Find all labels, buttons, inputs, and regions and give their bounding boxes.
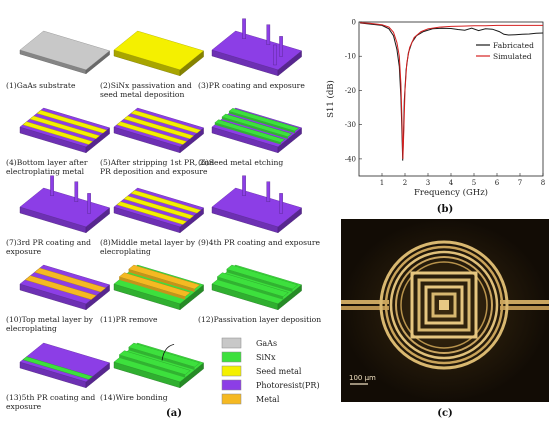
process-step: (3)PR coating and exposure (198, 18, 305, 90)
plot-area (358, 21, 544, 177)
legend-item: Metal (221, 393, 280, 405)
x-tick-label: 4 (449, 179, 454, 187)
process-step: (14)Wire bonding (100, 342, 204, 402)
step-caption: PR deposition and exposure (100, 167, 208, 176)
x-tick-label: 8 (541, 179, 545, 187)
y-tick-label: -40 (345, 155, 356, 163)
step-caption: (14)Wire bonding (100, 393, 168, 402)
series-line (360, 22, 543, 159)
legend-item: Seed metal (221, 365, 302, 377)
step-caption: (12)Passivation layer deposition (198, 315, 321, 324)
x-axis-label: Frequency (GHz) (414, 187, 488, 198)
process-step: (1)GaAs substrate (6, 30, 110, 90)
step-caption: elecroplating (6, 324, 57, 333)
process-step: (11)PR remove (100, 264, 204, 324)
x-tick-label: 2 (403, 179, 407, 187)
legend-label: GaAs (256, 339, 277, 348)
step-caption: exposure (6, 402, 42, 411)
process-step: (12)Passivation layer deposition (198, 264, 321, 324)
step-caption: (3)PR coating and exposure (198, 81, 305, 90)
y-tick-label: -10 (345, 53, 356, 61)
legend-swatch (221, 393, 242, 405)
step-caption: electroplating metal (6, 167, 85, 176)
legend-item: GaAs (221, 337, 277, 349)
step-caption: (8)Middle metal layer by (100, 238, 196, 247)
scale-bar-label: 100 μm (349, 374, 376, 382)
step-caption: (13)5th PR coating and (6, 393, 95, 402)
x-tick-label: 3 (426, 179, 430, 187)
step-caption: (7)3rd PR coating and (6, 238, 91, 247)
step-caption: (9)4th PR coating and exposure (198, 238, 321, 247)
x-tick-label: 1 (380, 179, 384, 187)
legend-item: Photoresist(PR) (221, 379, 320, 391)
panel-label-b: (b) (437, 204, 453, 215)
chart-legend-label: Simulated (493, 52, 532, 61)
y-tick-label: -20 (345, 87, 356, 95)
process-steps: (1)GaAs substrate (2)SiNx passivation and… (6, 18, 321, 411)
y-tick-label: -30 (345, 121, 356, 129)
process-step: (9)4th PR coating and exposure (198, 175, 321, 247)
series-line (360, 22, 544, 161)
legend-label: SiNx (256, 353, 276, 362)
legend-label: Photoresist(PR) (256, 381, 320, 390)
step-caption: (10)Top metal layer by (6, 315, 94, 324)
legend-label: Metal (256, 395, 280, 404)
y-tick-label: 0 (352, 19, 356, 27)
legend-swatch (221, 337, 242, 349)
step-caption: exposure (6, 247, 42, 256)
step-caption: (11)PR remove (100, 315, 158, 324)
legend-item: SiNx (221, 351, 276, 363)
material-legend: GaAs SiNx Seed metal Photoresist(PR) Metal (221, 337, 320, 405)
x-tick-label: 5 (472, 179, 476, 187)
step-caption: elecroplating (100, 247, 151, 256)
legend-swatch (221, 365, 242, 377)
process-step: (6)Seed metal etching (198, 107, 302, 167)
legend-label: Seed metal (256, 367, 302, 376)
step-caption: (6)Seed metal etching (198, 158, 283, 167)
panel-label-c: (c) (437, 408, 453, 419)
step-caption: (2)SiNx passivation and (100, 81, 192, 90)
panel-label-a: (a) (166, 408, 182, 419)
step-caption: seed metal deposition (100, 90, 184, 99)
s11-chart: 1 2 3 4 5 6 7 8 0 -10 -20 -30 -40 Frequency (GHz) S11 … (325, 19, 545, 199)
step-caption: (1)GaAs substrate (6, 81, 76, 90)
coil-micrograph: 100 μm (341, 219, 549, 402)
step-caption: (5)After stripping 1st PR, 2nd (100, 158, 214, 167)
y-axis-label: S11 (dB) (325, 80, 336, 118)
x-tick-label: 7 (518, 179, 522, 187)
x-tick-label: 6 (495, 179, 500, 187)
step-caption: (4)Bottom layer after (6, 158, 88, 167)
chart-legend-label: Fabricated (493, 41, 534, 50)
legend-swatch (221, 379, 242, 391)
legend-swatch (221, 351, 242, 363)
